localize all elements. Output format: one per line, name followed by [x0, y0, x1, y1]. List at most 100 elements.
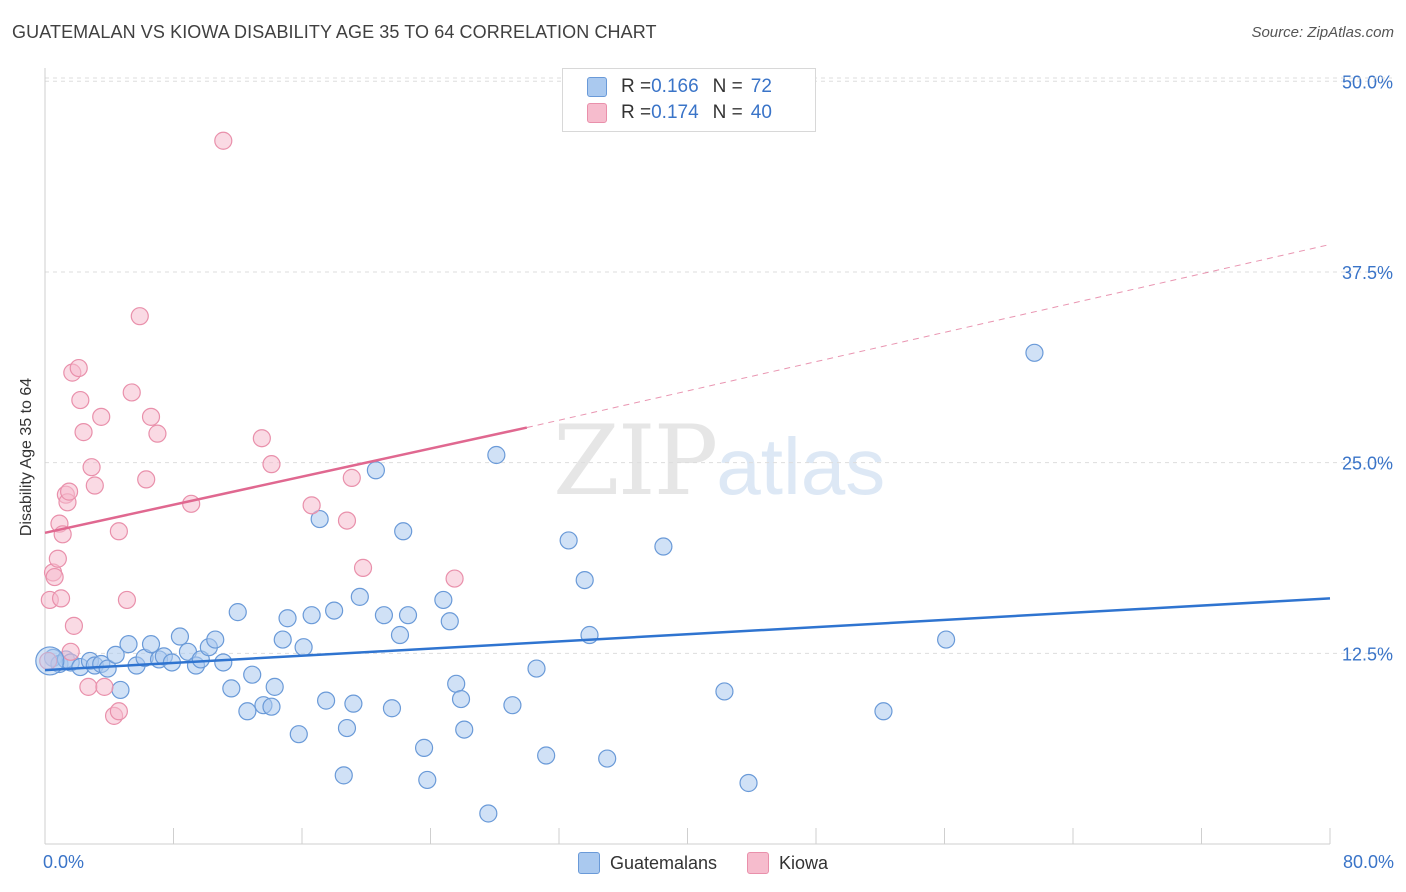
kiowa-trendline-extension [526, 243, 1331, 429]
kiowa-point [85, 476, 104, 495]
guatemalan-point [350, 587, 369, 606]
kiowa-trendline [44, 426, 528, 535]
guatemalan-point [434, 590, 453, 610]
guatemalan-point [206, 630, 225, 649]
guatemalan-point [262, 697, 281, 716]
kiowa-point [137, 470, 156, 489]
guatemalan-point [238, 702, 257, 721]
legend-item-guatemalans: Guatemalans [577, 852, 718, 874]
guatemalan-point [344, 694, 363, 713]
guatemalan-point [325, 601, 344, 620]
kiowa-point [82, 458, 101, 477]
y-tick-label: 25.0% [1342, 454, 1393, 474]
guatemalan-point [119, 635, 138, 654]
legend-swatch-kiowa [587, 103, 607, 123]
guatemalan-point [382, 699, 402, 718]
kiowa-point [353, 558, 373, 577]
kiowa-point [214, 131, 233, 150]
legend-n-label: N = [712, 76, 743, 97]
legend-n-value: 40 [750, 102, 772, 123]
guatemalan-point [418, 770, 437, 790]
guatemalan-point [451, 689, 471, 709]
watermark-zip: ZIP [553, 405, 718, 517]
guatemalan-point [414, 738, 434, 757]
guatemalan-point [374, 606, 394, 625]
kiowa-point [182, 494, 201, 513]
kiowa-point [302, 496, 321, 515]
legend-r-value: 0.174 [651, 102, 699, 123]
kiowa-point [48, 549, 67, 568]
kiowa-point [61, 642, 80, 661]
guatemalan-point [715, 682, 734, 701]
guatemalan-point [479, 804, 498, 823]
guatemalan-point [440, 612, 459, 631]
guatemalan-point [316, 691, 336, 710]
stats-legend: R = 0.166 N = 72 R = 0.174 N = 40 [562, 68, 816, 132]
guatemalan-point [937, 630, 956, 649]
guatemalan-point [537, 746, 556, 765]
guatemalan-point [214, 653, 233, 672]
kiowa-point [45, 567, 64, 587]
source-label: Source: ZipAtlas.com [1251, 24, 1394, 41]
y-tick-label: 37.5% [1342, 263, 1393, 283]
kiowa-point [122, 383, 141, 402]
guatemalan-point [337, 718, 357, 738]
guatemalan-point [228, 603, 247, 622]
guatemalan-point [310, 509, 329, 529]
kiowa-point [59, 482, 79, 501]
guatemalan-point [141, 635, 161, 654]
kiowa-point [445, 569, 464, 588]
guatemalan-point [243, 665, 262, 684]
guatemalan-point [222, 679, 241, 698]
guatemalan-point [273, 630, 292, 649]
guatemalan-point [265, 677, 284, 696]
kiowa-point [71, 390, 90, 410]
guatemalan-point [394, 522, 413, 541]
legend-swatch-kiowa [747, 852, 770, 874]
guatemalan-point [874, 702, 893, 721]
legend-r-value: 0.166 [651, 76, 699, 97]
kiowa-point [69, 358, 88, 378]
guatemalan-point [447, 674, 466, 693]
guatemalan-point [35, 646, 65, 676]
y-axis-label: Disability Age 35 to 64 [18, 377, 35, 537]
x-axis-max-label: 80.0% [1342, 852, 1394, 872]
legend-r-label: R = [621, 102, 652, 123]
kiowa-point [109, 702, 128, 721]
guatemalan-point [334, 766, 353, 785]
kiowa-point [51, 589, 71, 608]
legend-swatch-guatemalans [577, 852, 600, 874]
guatemalan-point [289, 725, 308, 744]
kiowa-point [79, 677, 98, 696]
kiowa-point [117, 590, 137, 610]
legend-n-value: 72 [750, 76, 772, 97]
guatemalan-point [98, 659, 117, 678]
kiowa-point [64, 616, 84, 635]
guatemalan-point [503, 696, 522, 715]
kiowa-point [252, 429, 271, 448]
guatemalan-point [398, 606, 418, 625]
series-legend: Guatemalans Kiowa [0, 852, 1406, 874]
kiowa-point [141, 407, 161, 426]
legend-row-guatemalans: R = 0.166 N = 72 [587, 75, 772, 99]
kiowa-point [95, 677, 114, 696]
kiowa-point [337, 511, 357, 530]
guatemalan-point [390, 625, 410, 645]
guatemalan-point [302, 606, 321, 625]
watermark-atlas: atlas [716, 422, 886, 511]
guatemalan-point [739, 773, 758, 793]
chart-title: GUATEMALAN VS KIOWA DISABILITY AGE 35 TO… [12, 22, 657, 42]
guatemalan-point [111, 680, 130, 700]
guatemalan-point [1025, 343, 1044, 362]
guatemalan-point [366, 461, 385, 480]
kiowa-point [92, 407, 111, 426]
kiowa-point [74, 423, 93, 442]
kiowa-point [109, 522, 128, 541]
x-axis-min-label: 0.0% [43, 852, 85, 872]
guatemalan-point [487, 445, 506, 465]
guatemalan-trendline [44, 597, 1331, 672]
y-tick-label: 50.0% [1342, 72, 1393, 92]
guatemalan-point [575, 570, 594, 590]
legend-label-guatemalans: Guatemalans [609, 852, 718, 873]
